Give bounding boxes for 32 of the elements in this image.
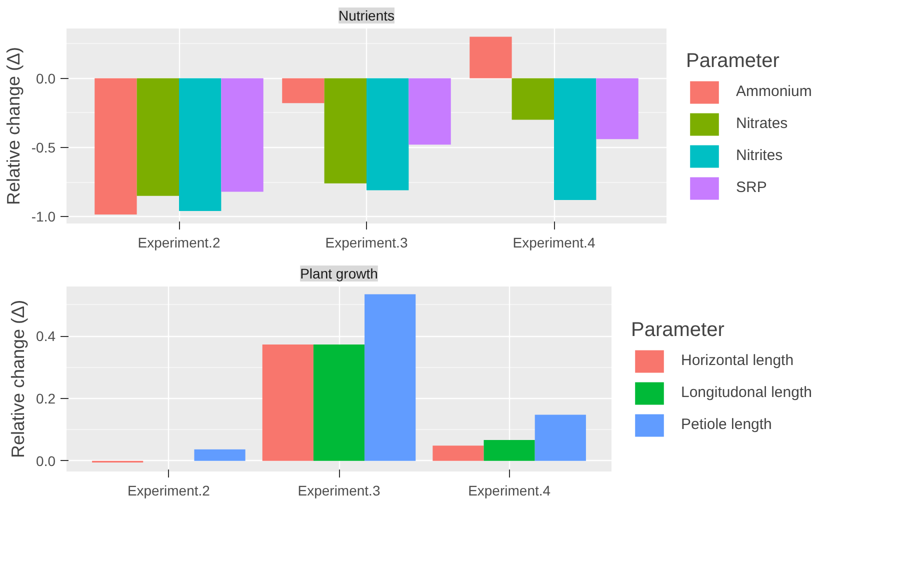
x-tick-label: Experiment.3 [298,482,380,498]
y-tick-label: 0.2 [36,390,56,406]
bar [194,449,246,461]
y-axis-title: Relative change (Δ) [3,46,24,206]
x-tick-label: Experiment.4 [512,234,596,250]
y-axis-title: Relative change (Δ) [8,300,28,458]
y-tick-label: 0.0 [36,70,56,86]
legend-label: Longitudonal length [681,384,812,401]
bar [432,446,484,461]
y-tick-label: 0.0 [36,452,56,469]
legend-label: Horizontal length [681,352,794,369]
legend-label: Nitrites [736,147,783,164]
legend-label: SRP [736,179,767,196]
legend-title: Parameter [686,50,780,72]
legend-label: Ammonium [736,83,812,100]
y-tick-label: -1.0 [31,208,56,225]
legend-label: Nitrates [736,115,788,132]
x-tick-label: Experiment.2 [127,482,210,498]
bar [534,414,586,461]
y-tick-label: -0.5 [31,139,56,156]
x-tick-label: Experiment.4 [468,482,551,498]
bar [313,344,365,461]
x-tick-label: Experiment.2 [138,234,220,250]
x-tick-label: Experiment.3 [325,234,408,250]
legend-title: Parameter [631,318,726,342]
bar [262,344,314,461]
bar [484,440,535,461]
y-tick-label: 0.4 [36,328,56,344]
chart-title: Plant growth [300,266,378,282]
legend-label: Petiole length [681,416,772,433]
bar [364,294,416,461]
chart-title: Nutrients [338,8,395,24]
